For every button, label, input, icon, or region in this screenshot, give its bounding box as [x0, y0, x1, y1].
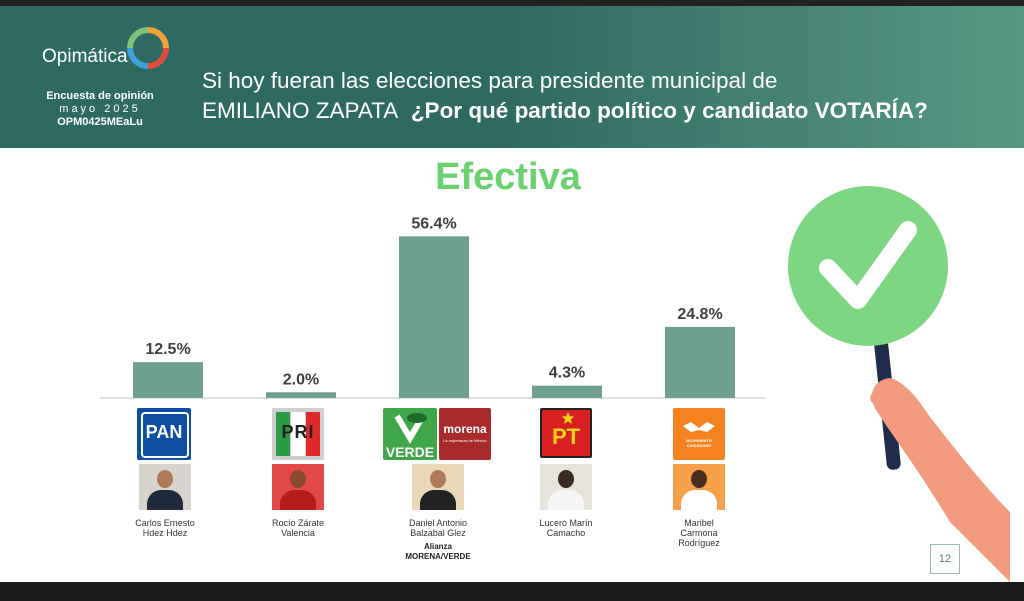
question-line1: Si hoy fueran las elecciones para presid… [202, 68, 778, 93]
logo-ring-icon [127, 27, 169, 69]
candidate-photo-pt [540, 464, 592, 510]
bar-1 [133, 362, 203, 398]
pan-logo: PAN [137, 408, 191, 460]
verde-logo-text: VERDE [385, 444, 435, 460]
candidate-name-pri: Rocío Zárate Valencia [271, 518, 325, 538]
toucan-icon [394, 413, 427, 444]
movimiento-ciudadano-logo: MOVIMIENTO CIUDADANO [673, 408, 725, 460]
bar-3 [399, 236, 469, 398]
hand-holding-sign-icon [870, 378, 1010, 582]
chart-title: Efectiva [435, 156, 581, 198]
survey-info: Encuesta de opinión mayo 2025 OPM0425MEa… [30, 90, 170, 128]
bar-value-label-5: 24.8% [677, 306, 722, 323]
mc-logo-text: MOVIMIENTO CIUDADANO [686, 438, 712, 448]
survey-code: OPM0425MEaLu [57, 116, 143, 128]
candidate-name-morena-verde: Daniel Antonio Balzabal Glez [408, 518, 468, 538]
pt-logo: PT [540, 408, 592, 458]
candidate-name-pan: Carlos Ernesto Hdez Hdez [135, 518, 195, 538]
verde-logo: VERDE [383, 408, 437, 460]
opimatica-logo: Opimática [38, 26, 169, 86]
candidate-photo-mc [673, 464, 725, 510]
candidate-name-pt: Lucero Marín Camacho [539, 518, 593, 538]
candidate-photo-pan [139, 464, 191, 510]
brand-name: Opimática [42, 46, 128, 67]
candidate-photo-morena-verde [412, 464, 464, 510]
top-frame-bar [0, 0, 1024, 6]
bottom-frame-bar [0, 582, 1024, 601]
alliance-label: Alianza MORENA/VERDE [405, 542, 471, 561]
star-icon [561, 412, 575, 424]
bar-5 [665, 326, 735, 398]
survey-date: mayo 2025 [59, 103, 141, 115]
candidate-name-mc: Maribel Carmona Rodríguez [678, 518, 720, 548]
morena-logo-text: morena [443, 422, 487, 436]
bar-value-label-2: 2.0% [283, 371, 319, 388]
morena-logo: morena La esperanza de México [439, 408, 491, 460]
bar-2 [266, 392, 336, 398]
eagle-icon [683, 422, 715, 432]
header-gradient [504, 6, 1024, 148]
pri-logo: PRI [272, 408, 324, 460]
header-banner: Opimática Encuesta de opinión mayo 2025 … [0, 6, 1024, 148]
pan-logo-text: PAN [145, 422, 183, 442]
bar-value-label-4: 4.3% [549, 365, 585, 382]
question-place: EMILIANO ZAPATA [202, 98, 399, 123]
candidate-photo-pri [272, 464, 324, 510]
question-emphasis: ¿Por qué partido político y candidato VO… [410, 98, 928, 123]
morena-logo-subtext: La esperanza de México [443, 438, 487, 443]
checkmark-sign-icon [788, 186, 1010, 582]
pri-logo-text: PRI [281, 422, 315, 442]
page-number: 12 [930, 544, 960, 574]
bar-4 [532, 385, 602, 398]
slide: Opimática Encuesta de opinión mayo 2025 … [0, 6, 1024, 582]
survey-label: Encuesta de opinión [46, 90, 154, 102]
bar-chart: 12.5% 2.0% 56.4% 4.3% 24.8% [100, 215, 766, 399]
question-line2: EMILIANO ZAPATA ¿Por qué partido polític… [202, 96, 928, 126]
bar-value-label-1: 12.5% [145, 341, 190, 358]
pt-logo-text: PT [551, 424, 581, 449]
question-text: Si hoy fueran las elecciones para presid… [202, 66, 928, 126]
bar-value-label-3: 56.4% [411, 215, 456, 232]
